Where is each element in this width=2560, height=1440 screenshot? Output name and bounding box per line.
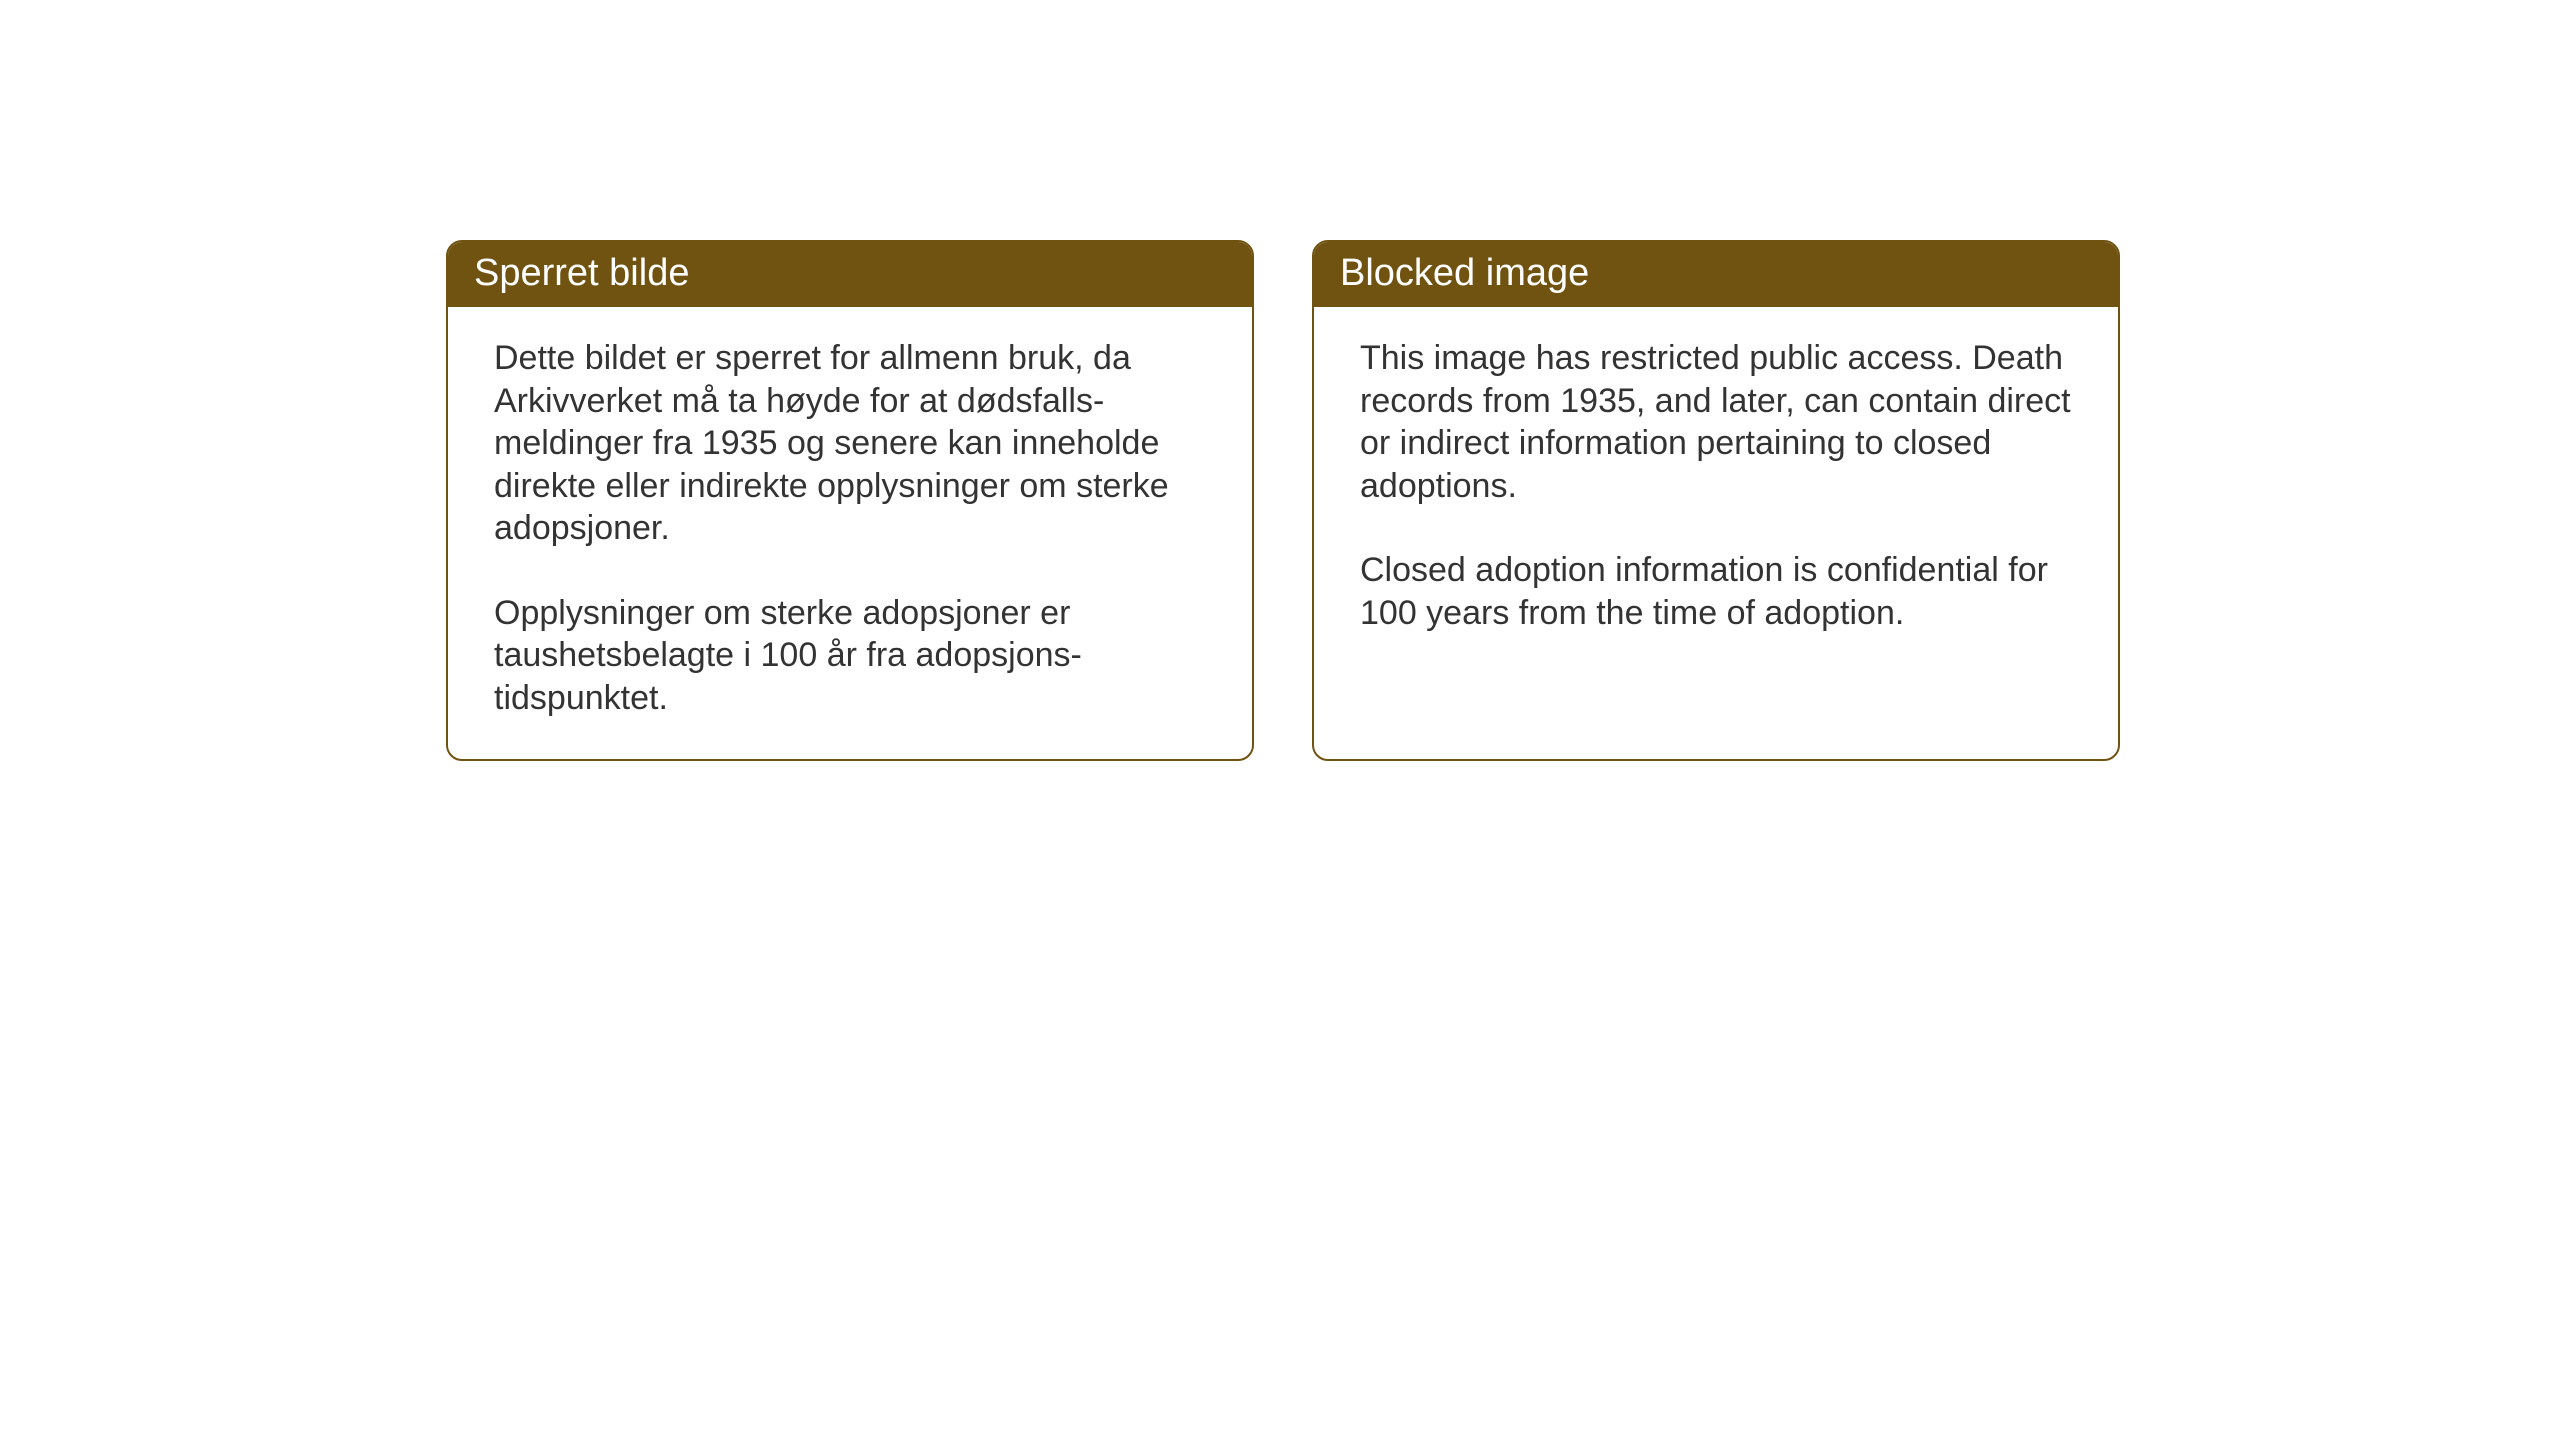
card-header-english: Blocked image [1314, 242, 2118, 307]
card-paragraph: This image has restricted public access.… [1360, 337, 2072, 507]
card-body-english: This image has restricted public access.… [1314, 307, 2118, 719]
card-paragraph: Closed adoption information is confident… [1360, 549, 2072, 634]
card-body-norwegian: Dette bildet er sperret for allmenn bruk… [448, 307, 1252, 759]
card-paragraph: Opplysninger om sterke adopsjoner er tau… [494, 592, 1206, 720]
notice-cards-container: Sperret bilde Dette bildet er sperret fo… [446, 240, 2120, 761]
card-header-norwegian: Sperret bilde [448, 242, 1252, 307]
notice-card-english: Blocked image This image has restricted … [1312, 240, 2120, 761]
notice-card-norwegian: Sperret bilde Dette bildet er sperret fo… [446, 240, 1254, 761]
card-paragraph: Dette bildet er sperret for allmenn bruk… [494, 337, 1206, 550]
card-title: Sperret bilde [474, 252, 689, 294]
card-title: Blocked image [1340, 252, 1589, 294]
